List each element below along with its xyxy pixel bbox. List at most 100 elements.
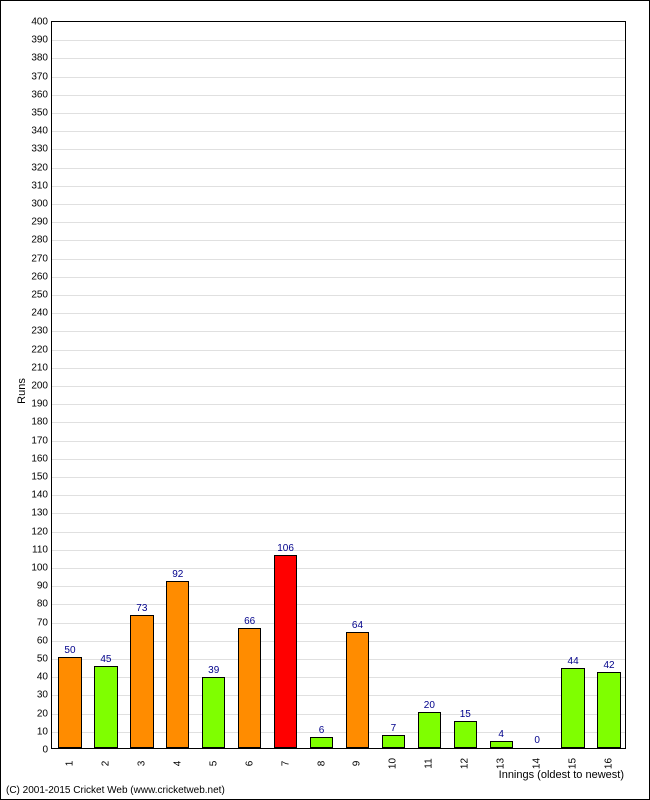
bar: 7 (382, 735, 405, 748)
bar-value-label: 39 (208, 665, 219, 676)
bar-value-label: 44 (568, 656, 579, 667)
ytick-label: 370 (31, 71, 48, 82)
gridline (52, 586, 625, 587)
ytick-label: 360 (31, 89, 48, 100)
xtick-label: 15 (568, 758, 579, 769)
ytick-label: 260 (31, 271, 48, 282)
ytick-label: 20 (37, 708, 48, 719)
xtick-label: 8 (316, 761, 327, 767)
ytick-label: 200 (31, 381, 48, 392)
xtick-label: 1 (64, 761, 75, 767)
xtick-label: 2 (100, 761, 111, 767)
plot-area: 0102030405060708090100110120130140150160… (51, 21, 626, 749)
gridline (52, 95, 625, 96)
ytick-label: 190 (31, 399, 48, 410)
ytick-label: 160 (31, 453, 48, 464)
gridline (52, 350, 625, 351)
gridline (52, 259, 625, 260)
gridline (52, 77, 625, 78)
gridline (52, 295, 625, 296)
gridline (52, 222, 625, 223)
xtick-label: 7 (280, 761, 291, 767)
bar: 66 (238, 628, 261, 748)
gridline (52, 386, 625, 387)
ytick-label: 30 (37, 690, 48, 701)
ytick-label: 320 (31, 162, 48, 173)
bar-value-label: 6 (319, 725, 325, 736)
bar: 73 (130, 615, 153, 748)
bar: 64 (346, 632, 369, 748)
ytick-label: 310 (31, 180, 48, 191)
bar-value-label: 92 (172, 569, 183, 580)
ytick-label: 70 (37, 617, 48, 628)
ytick-label: 100 (31, 563, 48, 574)
bar-value-label: 20 (424, 700, 435, 711)
bar-value-label: 66 (244, 616, 255, 627)
gridline (52, 532, 625, 533)
gridline (52, 240, 625, 241)
bar-value-label: 50 (64, 645, 75, 656)
xtick-label: 16 (604, 758, 615, 769)
gridline (52, 441, 625, 442)
bar: 4 (490, 741, 513, 748)
bar: 106 (274, 555, 297, 748)
ytick-label: 110 (32, 544, 48, 555)
ytick-label: 210 (31, 362, 48, 373)
bar: 45 (94, 666, 117, 748)
gridline (52, 495, 625, 496)
gridline (52, 404, 625, 405)
ytick-label: 250 (31, 290, 48, 301)
copyright-text: (C) 2001-2015 Cricket Web (www.cricketwe… (6, 785, 225, 796)
bar: 39 (202, 677, 225, 748)
gridline (52, 513, 625, 514)
ytick-label: 270 (31, 253, 48, 264)
bar-value-label: 0 (534, 735, 540, 746)
ytick-label: 130 (31, 508, 48, 519)
chart-container: 0102030405060708090100110120130140150160… (0, 0, 650, 800)
xtick-label: 12 (460, 758, 471, 769)
bar-value-label: 73 (136, 603, 147, 614)
gridline (52, 459, 625, 460)
ytick-label: 220 (31, 344, 48, 355)
xtick-label: 9 (352, 761, 363, 767)
gridline (52, 204, 625, 205)
gridline (52, 313, 625, 314)
ytick-label: 180 (31, 417, 48, 428)
bar-value-label: 42 (603, 660, 614, 671)
bar: 20 (418, 712, 441, 748)
gridline (52, 550, 625, 551)
xtick-label: 14 (532, 758, 543, 769)
ytick-label: 330 (31, 144, 48, 155)
ytick-label: 300 (31, 199, 48, 210)
xtick-label: 3 (136, 761, 147, 767)
bar: 44 (561, 668, 584, 748)
gridline (52, 149, 625, 150)
ytick-label: 350 (31, 108, 48, 119)
bar-value-label: 64 (352, 620, 363, 631)
bar-value-label: 4 (498, 729, 504, 740)
gridline (52, 277, 625, 278)
ytick-label: 0 (42, 745, 48, 756)
gridline (52, 131, 625, 132)
bar: 42 (597, 672, 620, 748)
gridline (52, 40, 625, 41)
xtick-label: 10 (388, 758, 399, 769)
ytick-label: 390 (31, 35, 48, 46)
gridline (52, 422, 625, 423)
bar: 15 (454, 721, 477, 748)
gridline (52, 113, 625, 114)
bar-value-label: 45 (100, 654, 111, 665)
ytick-label: 380 (31, 53, 48, 64)
gridline (52, 477, 625, 478)
y-axis-label: Runs (16, 378, 28, 404)
ytick-label: 10 (37, 726, 48, 737)
ytick-label: 170 (31, 435, 48, 446)
ytick-label: 400 (31, 17, 48, 28)
gridline (52, 331, 625, 332)
ytick-label: 140 (31, 490, 48, 501)
bar: 92 (166, 581, 189, 748)
ytick-label: 150 (31, 472, 48, 483)
ytick-label: 80 (37, 599, 48, 610)
xtick-label: 5 (208, 761, 219, 767)
ytick-label: 240 (31, 308, 48, 319)
